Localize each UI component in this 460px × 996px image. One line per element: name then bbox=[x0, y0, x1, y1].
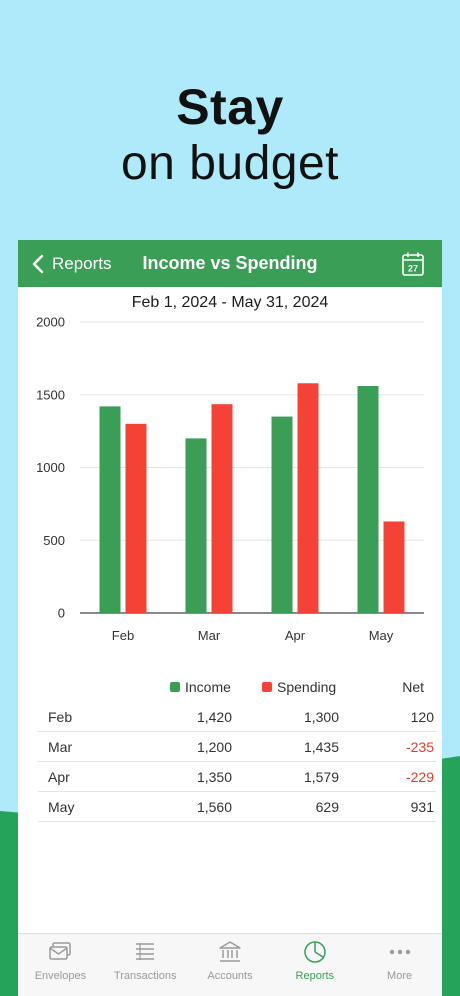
row-month: May bbox=[48, 799, 75, 815]
legend-spending-label: Spending bbox=[277, 679, 337, 695]
x-tick-label: May bbox=[369, 628, 394, 643]
net-header: Net bbox=[402, 679, 424, 695]
table-row: Feb 1,420 1,300 120 bbox=[38, 702, 436, 732]
row-spending: 1,300 bbox=[303, 709, 339, 725]
income-bar bbox=[357, 386, 379, 613]
row-income: 1,420 bbox=[196, 709, 232, 725]
tab-accounts-label: Accounts bbox=[207, 970, 253, 982]
table-row: May 1,560 629 931 bbox=[38, 792, 436, 822]
legend-income: Income bbox=[170, 679, 231, 695]
legend-spending: Spending bbox=[262, 679, 336, 695]
spending-bar bbox=[297, 383, 319, 613]
summary-table: Income Spending Net Feb 1,420 1,300 120 Mar 1… bbox=[38, 672, 436, 822]
table-row: Mar 1,200 1,435 -235 bbox=[38, 732, 436, 762]
income-spending-chart: 2000 1500 1000 500 0 Feb Mar Apr May bbox=[36, 315, 424, 643]
tab-envelopes-label: Envelopes bbox=[34, 970, 87, 982]
row-spending: 1,579 bbox=[303, 769, 339, 785]
transactions-icon bbox=[136, 943, 155, 960]
y-tick-label: 1500 bbox=[36, 387, 65, 402]
row-income: 1,350 bbox=[196, 769, 232, 785]
headline-bold: Stay bbox=[176, 79, 284, 135]
back-button[interactable]: Reports bbox=[28, 240, 112, 287]
headline-light: on budget bbox=[120, 137, 340, 190]
headline: Stay on budget bbox=[0, 78, 460, 192]
envelopes-icon bbox=[49, 942, 72, 960]
row-month: Feb bbox=[48, 709, 73, 725]
row-income: 1,200 bbox=[196, 739, 232, 755]
spending-bar bbox=[125, 423, 147, 613]
tab-bar: Envelopes Transactions Accounts bbox=[18, 933, 442, 996]
chevron-left-icon bbox=[32, 254, 44, 273]
income-bar bbox=[99, 406, 121, 613]
more-icon bbox=[389, 949, 410, 955]
date-range[interactable]: Feb 1, 2024 - May 31, 2024 bbox=[131, 294, 329, 311]
spending-bar bbox=[383, 521, 405, 613]
tab-more[interactable]: More bbox=[357, 934, 442, 996]
x-tick-label: Apr bbox=[285, 628, 306, 643]
y-tick-label: 2000 bbox=[36, 315, 65, 330]
spending-swatch bbox=[262, 682, 272, 692]
accounts-icon bbox=[219, 941, 241, 962]
tab-reports[interactable]: Reports bbox=[272, 934, 357, 996]
tab-transactions-label: Transactions bbox=[113, 970, 177, 982]
calendar-day: 27 bbox=[408, 264, 418, 274]
table-header: Income Spending Net bbox=[38, 672, 436, 702]
nav-bar: Reports Income vs Spending 27 bbox=[18, 240, 442, 287]
income-bar bbox=[185, 438, 207, 613]
tab-reports-label: Reports bbox=[295, 970, 335, 982]
row-spending: 1,435 bbox=[303, 739, 339, 755]
table-row: Apr 1,350 1,579 -229 bbox=[38, 762, 436, 792]
calendar-icon[interactable]: 27 bbox=[402, 252, 424, 276]
row-income: 1,560 bbox=[196, 799, 232, 815]
row-spending: 629 bbox=[315, 799, 339, 815]
spending-bar bbox=[211, 404, 233, 613]
y-tick-label: 1000 bbox=[36, 460, 65, 475]
back-label: Reports bbox=[52, 253, 112, 273]
row-net: -229 bbox=[405, 769, 434, 785]
row-net: 120 bbox=[410, 709, 434, 725]
reports-icon bbox=[304, 941, 326, 963]
tab-more-label: More bbox=[387, 970, 413, 982]
y-tick-label: 500 bbox=[43, 533, 65, 548]
app-screen: Reports Income vs Spending 27 Feb 1, 202… bbox=[18, 240, 442, 996]
x-tick-label: Feb bbox=[112, 628, 134, 643]
row-month: Apr bbox=[48, 769, 70, 785]
tab-transactions[interactable]: Transactions bbox=[103, 934, 188, 996]
row-net: 931 bbox=[410, 799, 434, 815]
y-tick-label: 0 bbox=[58, 606, 65, 621]
row-net: -235 bbox=[405, 739, 434, 755]
tab-accounts[interactable]: Accounts bbox=[188, 934, 273, 996]
x-tick-label: Mar bbox=[198, 628, 221, 643]
row-month: Mar bbox=[48, 739, 73, 755]
legend-income-label: Income bbox=[185, 679, 231, 695]
income-swatch bbox=[170, 682, 180, 692]
income-bar bbox=[271, 416, 293, 613]
tab-envelopes[interactable]: Envelopes bbox=[18, 934, 103, 996]
